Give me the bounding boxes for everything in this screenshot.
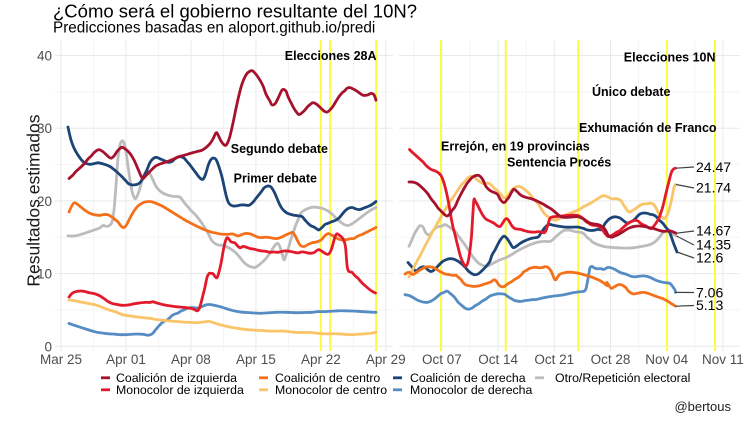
svg-text:Apr 08: Apr 08 [171, 352, 211, 367]
svg-text:Oct 21: Oct 21 [534, 352, 574, 367]
svg-text:Exhumación de Franco: Exhumación de Franco [579, 121, 717, 135]
svg-text:Apr 15: Apr 15 [236, 352, 276, 367]
svg-text:Oct 14: Oct 14 [478, 352, 518, 367]
svg-text:Oct 28: Oct 28 [591, 352, 631, 367]
svg-text:Predicciones basadas en alopor: Predicciones basadas en aloport.github.i… [53, 20, 375, 37]
svg-text:Sentencia Procés: Sentencia Procés [507, 156, 611, 170]
svg-text:Monocolor de derecha: Monocolor de derecha [410, 383, 533, 397]
svg-text:Apr 01: Apr 01 [106, 352, 146, 367]
svg-text:Elecciones 28A: Elecciones 28A [285, 49, 377, 63]
svg-text:24.47: 24.47 [696, 159, 731, 175]
svg-text:Mar 25: Mar 25 [40, 352, 82, 367]
svg-text:Primer debate: Primer debate [234, 172, 317, 186]
svg-text:Nov 04: Nov 04 [645, 352, 688, 367]
svg-text:@bertous: @bertous [674, 399, 731, 414]
svg-text:Único debate: Único debate [592, 84, 671, 99]
svg-text:¿Cómo será el gobierno resulta: ¿Cómo será el gobierno resultante del 10… [53, 0, 417, 21]
svg-text:Monocolor de centro: Monocolor de centro [275, 383, 387, 397]
svg-text:Apr 29: Apr 29 [366, 352, 406, 367]
svg-text:Errejón, en 19 provincias: Errejón, en 19 provincias [441, 140, 590, 154]
svg-text:40: 40 [37, 49, 52, 64]
svg-text:Nov 11: Nov 11 [702, 352, 744, 367]
svg-text:Resultados estimados: Resultados estimados [24, 114, 44, 286]
svg-text:Elecciones 10N: Elecciones 10N [624, 51, 716, 65]
svg-text:Oct 07: Oct 07 [422, 352, 462, 367]
svg-text:Apr 22: Apr 22 [301, 352, 341, 367]
svg-text:5.13: 5.13 [696, 297, 723, 313]
svg-text:Segundo debate: Segundo debate [231, 142, 328, 156]
svg-text:Otro/Repetición electoral: Otro/Repetición electoral [555, 371, 690, 385]
svg-text:12.6: 12.6 [696, 250, 723, 266]
svg-text:21.74: 21.74 [696, 180, 731, 196]
svg-text:Monocolor de izquierda: Monocolor de izquierda [116, 383, 244, 397]
